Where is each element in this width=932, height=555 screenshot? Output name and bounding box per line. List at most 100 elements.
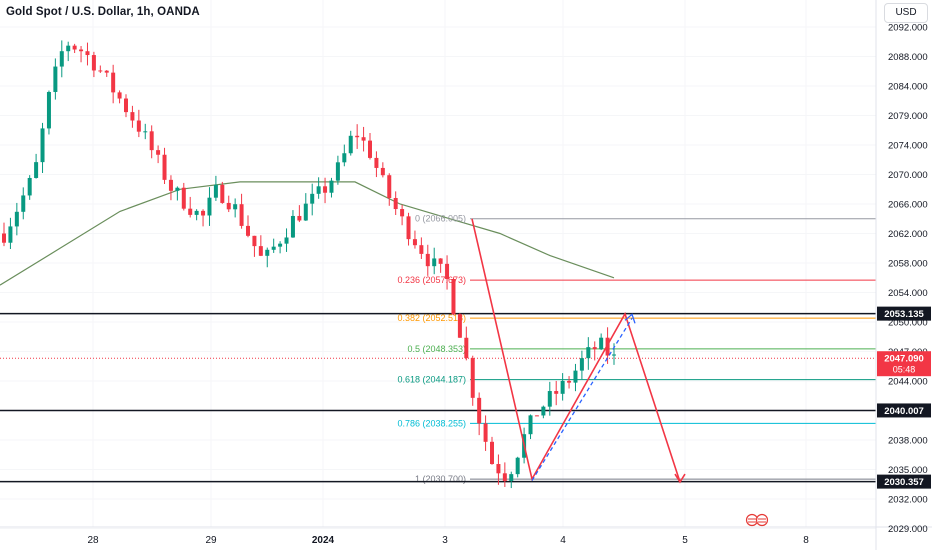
candle-body <box>271 246 276 250</box>
candle-body <box>143 131 148 133</box>
y-tick-label: 2062.000 <box>888 229 928 240</box>
candle-body <box>579 358 584 371</box>
candle-body <box>213 184 218 198</box>
candle-body <box>14 211 19 227</box>
candle-body <box>335 162 340 181</box>
candle-body <box>528 415 533 435</box>
candle-body <box>98 70 103 72</box>
candle-body <box>117 92 122 99</box>
current-price-tag <box>877 351 931 377</box>
candle-body <box>149 131 154 151</box>
symbol-title: Gold Spot / U.S. Dollar, 1h, OANDA <box>6 6 200 18</box>
trend-channel-line <box>531 317 633 481</box>
fib-retracement: 0 (2066.005) 0.236 (2057.673) 0.382 (2052.… <box>397 214 876 484</box>
candle-body <box>303 203 308 221</box>
candle-body <box>586 347 591 359</box>
candle-body <box>136 120 141 132</box>
candle-body <box>515 457 520 475</box>
y-tick-label: 2066.000 <box>888 200 928 211</box>
candle-body <box>168 179 173 191</box>
y-tick-label: 2038.000 <box>888 436 928 447</box>
candle-body <box>188 208 193 215</box>
candle-body <box>194 210 199 215</box>
y-tick-label: 2092.000 <box>888 23 928 34</box>
fib-level-label: 1 (2030.700) <box>415 474 466 484</box>
x-tick-label: 28 <box>87 535 99 546</box>
candle-body <box>406 216 411 240</box>
price-tag <box>877 403 931 418</box>
candle-body <box>323 186 328 193</box>
candle-body <box>329 180 334 193</box>
currency-button[interactable]: USD <box>884 3 928 23</box>
candle-body <box>201 210 206 216</box>
candle-body <box>85 51 90 56</box>
fib-level-label: 0.618 (2044.187) <box>397 375 466 385</box>
y-tick-label: 2050.000 <box>888 318 928 329</box>
candle-body <box>46 91 51 129</box>
x-tick-label: 3 <box>442 535 448 546</box>
candle-body <box>34 162 39 178</box>
x-tick-label: 8 <box>803 535 809 546</box>
event-icon <box>745 513 759 527</box>
candles <box>2 40 616 489</box>
candle-body <box>278 243 283 247</box>
candle-body <box>419 245 424 254</box>
candle-body <box>79 49 84 52</box>
candle-body <box>233 204 238 210</box>
candle-body <box>380 167 385 176</box>
fib-level-label: 0 (2066.005) <box>415 214 466 224</box>
fib-level-label: 0.382 (2052.518) <box>397 313 466 323</box>
candle-body <box>393 197 398 210</box>
candle-body <box>40 128 45 163</box>
price-tag-label: 2053.135 <box>884 309 924 320</box>
candle-body <box>605 337 610 356</box>
y-tick-label: 2058.000 <box>888 259 928 270</box>
candle-body <box>612 354 616 356</box>
candle-body <box>573 370 578 383</box>
candle-body <box>567 380 572 383</box>
y-tick-label: 2054.000 <box>888 288 928 299</box>
y-tick-label: 2029.000 <box>888 524 928 535</box>
y-tick-label: 2088.000 <box>888 52 928 63</box>
candle-body <box>207 197 212 216</box>
y-tick-label: 2079.000 <box>888 111 928 122</box>
drawings <box>471 218 769 527</box>
candle-body <box>265 249 270 256</box>
candle-body <box>599 337 604 350</box>
candle-body <box>21 195 26 212</box>
countdown-label: 05:48 <box>893 365 916 375</box>
candle-body <box>451 278 456 315</box>
candle-body <box>124 98 128 113</box>
candle-body <box>368 140 372 158</box>
candle-body <box>541 406 546 416</box>
current-price-label: 2047.090 <box>884 354 924 365</box>
candle-body <box>258 246 263 256</box>
candle-body <box>53 66 58 92</box>
candle-body <box>374 157 379 168</box>
candle-body <box>387 175 392 198</box>
candle-body <box>310 193 315 204</box>
price-tag-label: 2040.007 <box>884 406 924 417</box>
candle-body <box>8 226 13 243</box>
horizontal-levels <box>0 312 876 483</box>
candle-body <box>284 237 289 244</box>
y-tick-label: 2044.000 <box>888 377 928 388</box>
candle-body <box>2 233 6 243</box>
candle-body <box>438 258 443 264</box>
candle-body <box>246 225 250 236</box>
moving-average <box>0 181 615 286</box>
candle-body <box>560 380 565 394</box>
channel-arrow-head <box>624 313 636 324</box>
candle-body <box>252 235 257 247</box>
y-tick-label: 2070.000 <box>888 170 928 181</box>
arrow-head <box>674 473 686 484</box>
candle-body <box>72 45 77 50</box>
candle-body <box>91 55 96 71</box>
candle-body <box>316 186 321 194</box>
candle-body <box>175 187 180 191</box>
candle-body <box>400 209 405 217</box>
candle-body <box>130 112 135 121</box>
